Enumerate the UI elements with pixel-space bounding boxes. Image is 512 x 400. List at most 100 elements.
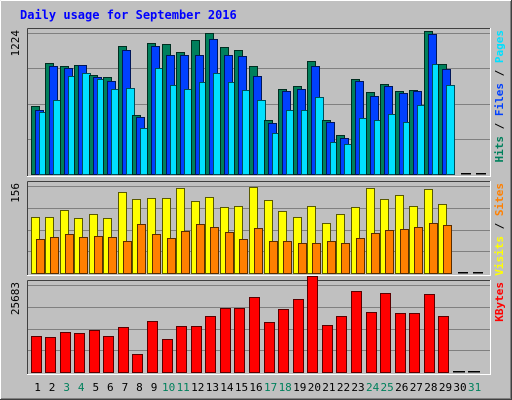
x-tick-label-day-31: 31 bbox=[468, 381, 481, 394]
bar-kbytes-kbytes-day-26 bbox=[395, 313, 406, 373]
bar-visits-sites-day-22 bbox=[341, 243, 350, 274]
legend-pages: Pages bbox=[493, 30, 506, 63]
panel-hits-ymax-label: 1224 bbox=[9, 30, 22, 57]
bar-visits-sites-day-4 bbox=[79, 237, 88, 274]
bar-kbytes-kbytes-day-11 bbox=[176, 326, 187, 373]
bar-visits-sites-day-11 bbox=[181, 231, 190, 274]
bar-kbytes-kbytes-day-2 bbox=[45, 337, 56, 373]
x-tick-label-day-15: 15 bbox=[235, 381, 248, 394]
bar-visits-sites-day-19 bbox=[298, 243, 307, 274]
bar-kbytes-kbytes-day-14 bbox=[220, 308, 231, 373]
bar-kbytes-kbytes-day-9 bbox=[147, 321, 158, 373]
bar-kbytes-kbytes-day-7 bbox=[118, 327, 129, 373]
x-tick-label-day-9: 9 bbox=[151, 381, 158, 394]
bar-visits-sites-day-31 bbox=[473, 272, 483, 274]
bar-visits-sites-day-12 bbox=[196, 224, 205, 274]
bar-visits-visits-day-10 bbox=[162, 198, 171, 274]
bar-visits-sites-day-2 bbox=[50, 237, 59, 274]
bar-visits-sites-day-21 bbox=[327, 241, 336, 274]
bar-visits-sites-day-26 bbox=[400, 229, 409, 274]
bar-visits-sites-day-13 bbox=[210, 227, 219, 274]
x-tick-label-day-27: 27 bbox=[410, 381, 423, 394]
chart-title: Daily usage for September 2016 bbox=[20, 8, 237, 22]
x-tick-label-day-24: 24 bbox=[366, 381, 380, 394]
bar-kbytes-kbytes-day-31 bbox=[468, 371, 480, 373]
bar-visits-sites-day-25 bbox=[385, 230, 394, 274]
x-tick-label-day-4: 4 bbox=[78, 381, 85, 394]
bar-kbytes-kbytes-day-13 bbox=[205, 316, 216, 373]
x-tick-label-day-26: 26 bbox=[395, 381, 408, 394]
bar-kbytes-kbytes-day-8 bbox=[132, 354, 143, 373]
bar-visits-sites-day-29 bbox=[443, 225, 452, 274]
bar-kbytes-kbytes-day-27 bbox=[409, 313, 420, 373]
panel-visits-ymax-label: 156 bbox=[9, 183, 22, 203]
panel-hits: 1224 Hits / Files / Pages bbox=[9, 28, 506, 177]
bar-kbytes-kbytes-day-29 bbox=[438, 316, 449, 373]
x-tick-label-day-28: 28 bbox=[424, 381, 437, 394]
x-tick-label-day-19: 19 bbox=[293, 381, 306, 394]
x-tick-label-day-16: 16 bbox=[249, 381, 262, 394]
panel-hits-legend: Hits / Files / Pages bbox=[493, 30, 506, 163]
x-tick-label-day-1: 1 bbox=[34, 381, 41, 394]
bar-visits-sites-day-30 bbox=[458, 272, 468, 274]
bar-visits-sites-day-17 bbox=[269, 241, 278, 274]
bar-visits-sites-day-27 bbox=[414, 227, 423, 274]
bar-kbytes-kbytes-day-17 bbox=[264, 322, 275, 373]
panels-group: 1224 Hits / Files / Pages 156 Visits / Site… bbox=[9, 28, 506, 375]
legend-sites: Sites bbox=[493, 183, 506, 216]
bar-visits-sites-day-9 bbox=[152, 234, 161, 274]
bar-kbytes-kbytes-day-23 bbox=[351, 291, 362, 373]
x-tick-label-day-3: 3 bbox=[63, 381, 70, 394]
bar-visits-sites-day-8 bbox=[137, 224, 146, 274]
bar-kbytes-kbytes-day-20 bbox=[307, 276, 318, 373]
x-tick-label-day-22: 22 bbox=[337, 381, 350, 394]
panel-visits: 156 Visits / Sites bbox=[9, 181, 506, 276]
x-tick-label-day-20: 20 bbox=[308, 381, 321, 394]
legend-hits: Hits bbox=[493, 136, 506, 163]
bar-kbytes-kbytes-day-28 bbox=[424, 294, 435, 373]
bar-kbytes-kbytes-day-18 bbox=[278, 309, 289, 373]
bar-kbytes-kbytes-day-21 bbox=[322, 325, 333, 373]
legend-files: Files bbox=[493, 83, 506, 116]
bar-kbytes-kbytes-day-5 bbox=[89, 330, 100, 373]
bar-kbytes-kbytes-day-25 bbox=[380, 293, 391, 373]
bar-kbytes-kbytes-day-6 bbox=[103, 336, 114, 373]
x-tick-label-day-6: 6 bbox=[107, 381, 114, 394]
bar-kbytes-kbytes-day-10 bbox=[162, 339, 173, 373]
x-tick-label-day-30: 30 bbox=[453, 381, 466, 394]
bar-kbytes-kbytes-day-19 bbox=[293, 299, 304, 373]
bar-kbytes-kbytes-day-22 bbox=[336, 316, 347, 373]
bar-visits-sites-day-23 bbox=[356, 238, 365, 274]
x-tick-label-day-23: 23 bbox=[351, 381, 364, 394]
bar-kbytes-kbytes-day-12 bbox=[191, 326, 202, 373]
x-tick-label-day-12: 12 bbox=[191, 381, 204, 394]
x-tick-label-day-14: 14 bbox=[220, 381, 234, 394]
x-tick-label-day-8: 8 bbox=[136, 381, 143, 394]
bar-kbytes-kbytes-day-30 bbox=[453, 371, 465, 373]
bar-hits-pages-day-30 bbox=[461, 173, 471, 175]
bar-visits-visits-day-20 bbox=[307, 206, 316, 274]
bar-visits-sites-day-10 bbox=[167, 238, 176, 274]
bar-visits-sites-day-5 bbox=[94, 236, 103, 274]
bar-visits-sites-day-18 bbox=[283, 241, 292, 274]
bar-visits-visits-day-17 bbox=[264, 200, 273, 274]
x-tick-label-day-17: 17 bbox=[264, 381, 277, 394]
bar-visits-sites-day-14 bbox=[225, 232, 234, 274]
bar-visits-sites-day-28 bbox=[429, 223, 438, 274]
x-tick-label-day-7: 7 bbox=[122, 381, 129, 394]
bar-hits-pages-day-31 bbox=[476, 173, 486, 175]
bar-visits-sites-day-7 bbox=[123, 241, 132, 274]
bar-visits-sites-day-20 bbox=[312, 243, 321, 274]
bar-kbytes-kbytes-day-4 bbox=[74, 333, 85, 373]
panel-kbytes-legend: KBytes bbox=[493, 282, 506, 322]
x-tick-label-day-2: 2 bbox=[49, 381, 56, 394]
x-axis-labels: 1 2 3 4 5 6 7 8 9 10 11 12 13 14 15 16 17 18 19 20 21 22 23 24 2… bbox=[34, 381, 481, 394]
x-tick-label-day-21: 21 bbox=[322, 381, 335, 394]
legend-kbytes: KBytes bbox=[493, 282, 506, 322]
panel-kbytes-ymax-label: 25683 bbox=[9, 282, 22, 315]
bar-visits-visits-day-7 bbox=[118, 192, 127, 274]
x-tick-label-day-18: 18 bbox=[279, 381, 292, 394]
bar-visits-sites-day-24 bbox=[371, 233, 380, 274]
x-tick-label-day-13: 13 bbox=[206, 381, 219, 394]
